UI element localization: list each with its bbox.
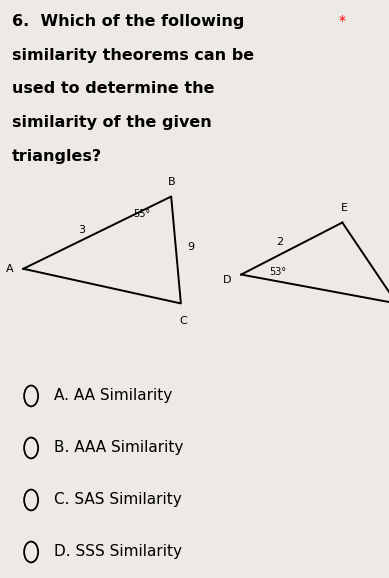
Text: triangles?: triangles? [12,149,102,164]
Text: 3: 3 [78,225,85,235]
Text: 9: 9 [187,242,194,252]
Text: E: E [341,203,348,213]
Text: A. AA Similarity: A. AA Similarity [54,388,172,403]
Text: D. SSS Similarity: D. SSS Similarity [54,544,182,560]
Text: C. SAS Similarity: C. SAS Similarity [54,492,181,507]
Text: *: * [338,14,345,28]
Text: similarity of the given: similarity of the given [12,115,211,130]
Text: 2: 2 [277,236,284,247]
Text: D: D [223,275,231,286]
Text: similarity theorems can be: similarity theorems can be [12,48,254,63]
Text: used to determine the: used to determine the [12,81,214,97]
Text: B: B [168,177,176,187]
Text: 6.  Which of the following: 6. Which of the following [12,14,244,29]
Text: 55°: 55° [133,209,151,219]
Text: B. AAA Similarity: B. AAA Similarity [54,440,183,455]
Text: C: C [179,316,187,326]
Text: A: A [6,264,14,274]
Text: 53°: 53° [270,266,287,277]
